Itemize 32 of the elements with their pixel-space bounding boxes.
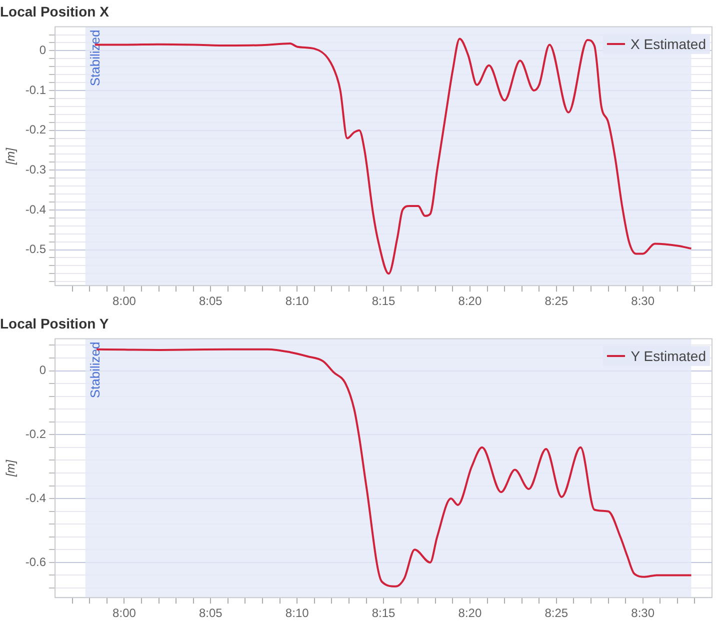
y-tick-label: -0.1 xyxy=(25,82,46,97)
legend-label: Y Estimated xyxy=(630,348,706,364)
x-tick-label: 8:05 xyxy=(198,294,223,308)
x-tick-label: 8:10 xyxy=(285,606,310,620)
y-tick-label: -0.3 xyxy=(25,162,46,176)
x-tick-label: 8:30 xyxy=(631,606,655,620)
x-tick-label: 8:30 xyxy=(631,294,655,308)
y-tick-label: -0.4 xyxy=(25,202,46,216)
x-tick-label: 8:25 xyxy=(544,606,568,620)
x-tick-label: 8:05 xyxy=(198,606,223,620)
y-tick-label: -0.6 xyxy=(25,554,46,569)
legend-label: X Estimated xyxy=(630,36,706,52)
chart-title: Local Position X xyxy=(0,3,110,20)
x-tick-label: 8:15 xyxy=(372,606,396,620)
chart-title: Local Position Y xyxy=(0,315,110,332)
x-tick-label: 8:20 xyxy=(458,294,482,308)
x-tick-label: 8:15 xyxy=(372,294,396,308)
x-tick-label: 8:00 xyxy=(112,294,136,308)
y-axis-title: [m] xyxy=(4,459,18,478)
y-tick-label: 0 xyxy=(39,43,46,57)
band-label: Stabilized xyxy=(87,30,102,86)
x-tick-label: 8:00 xyxy=(112,606,136,620)
x-tick-label: 8:10 xyxy=(285,294,310,308)
y-tick-label: 0 xyxy=(39,363,46,378)
y-tick-label: -0.2 xyxy=(25,426,46,441)
y-tick-label: -0.2 xyxy=(25,122,46,137)
y-tick-label: -0.5 xyxy=(25,242,46,256)
y-axis-title: [m] xyxy=(4,147,18,166)
y-tick-label: -0.4 xyxy=(25,490,46,505)
x-tick-label: 8:25 xyxy=(544,294,568,308)
x-tick-label: 8:20 xyxy=(458,606,482,620)
band-label: Stabilized xyxy=(87,342,102,398)
